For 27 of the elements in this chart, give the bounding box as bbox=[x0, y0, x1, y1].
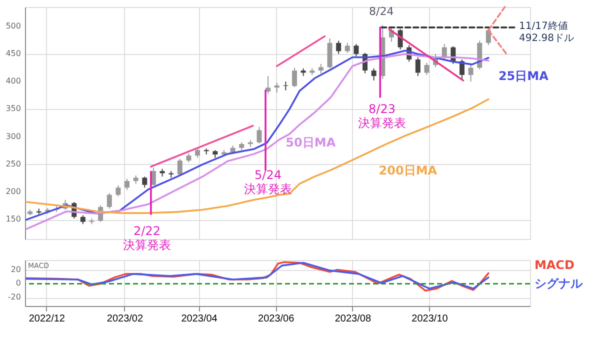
y-tick-label: 450 bbox=[6, 48, 21, 58]
annotation: 8/23 決算発表 bbox=[358, 102, 406, 130]
y-tick-label: 0 bbox=[16, 278, 21, 288]
x-tick-label: 2023/06 bbox=[258, 314, 295, 324]
annotation: 11/17終値 492.98ドル bbox=[519, 20, 574, 44]
text: MACD bbox=[534, 258, 574, 272]
y-tick-label: 250 bbox=[6, 159, 21, 168]
annotation: 5/24 決算発表 bbox=[244, 168, 292, 196]
series-label: 200日MA bbox=[378, 164, 438, 178]
y-tick-label: -20 bbox=[8, 292, 21, 302]
x-tick-label: 2023/08 bbox=[334, 314, 372, 324]
y-tick-label: 300 bbox=[6, 132, 21, 141]
y-tick-label: 400 bbox=[6, 76, 21, 86]
y-tick-label: 200 bbox=[6, 187, 21, 196]
y-tick-label: 20 bbox=[10, 264, 21, 274]
annotation: 8/24 bbox=[369, 5, 394, 18]
x-tick-label: 2022/12 bbox=[28, 314, 66, 324]
y-tick-label: 500 bbox=[6, 21, 21, 30]
x-tick-label: 2023/10 bbox=[412, 314, 448, 324]
series-label: 50日MA bbox=[286, 136, 336, 150]
x-tick-label: 2023/02 bbox=[106, 314, 144, 324]
y-tick-label: 350 bbox=[6, 104, 21, 114]
x-tick-label: 2023/04 bbox=[181, 314, 218, 324]
text: シグナル bbox=[534, 276, 584, 290]
series-label: 25日MA bbox=[498, 68, 550, 83]
y-tick-label: 150 bbox=[6, 214, 21, 224]
annotation: 2/22 決算発表 bbox=[123, 224, 171, 252]
